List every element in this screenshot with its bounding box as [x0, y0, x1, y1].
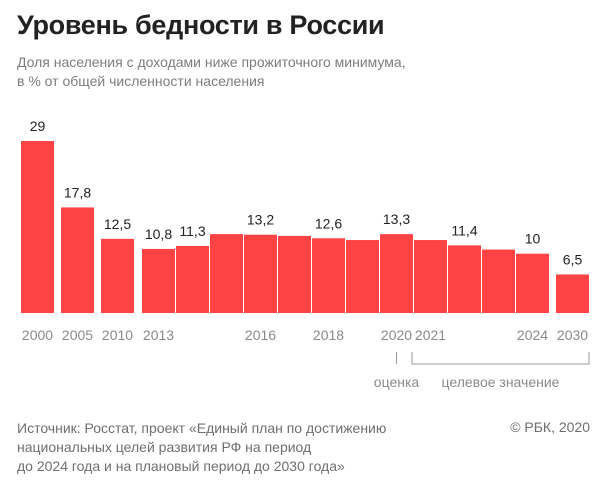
- chart-subtitle: Доля населения с доходами ниже прожиточн…: [17, 53, 406, 91]
- copyright: © РБК, 2020: [510, 419, 590, 435]
- value-label: 13,2: [247, 212, 274, 228]
- source-note: Источник: Росстат, проект «Единый план п…: [17, 419, 386, 476]
- bar: [210, 234, 243, 313]
- bar: [312, 238, 345, 313]
- bar: [176, 245, 209, 313]
- x-tick-label: 2024: [517, 327, 548, 343]
- value-label: 17,8: [64, 184, 91, 200]
- value-label: 11,3: [179, 223, 205, 239]
- x-tick-label: 2016: [245, 327, 276, 343]
- value-label: 29: [30, 118, 46, 134]
- x-tick-label: 2000: [22, 327, 53, 343]
- bar: [448, 245, 481, 313]
- bar: [21, 141, 54, 313]
- bar: [61, 207, 94, 313]
- target-label: целевое значение: [442, 374, 560, 390]
- x-tick-label: 2013: [143, 327, 174, 343]
- bar: [244, 234, 277, 313]
- source-line: до 2024 года и на плановый период до 203…: [17, 458, 345, 474]
- bar: [556, 274, 589, 313]
- bar: [414, 240, 447, 313]
- bar: [516, 253, 549, 313]
- bar: [278, 235, 311, 313]
- source-line: национальных целей развития РФ на период: [17, 439, 312, 455]
- value-label: 10,8: [145, 226, 172, 242]
- bar: [101, 238, 134, 313]
- value-label: 11,4: [451, 222, 477, 238]
- subtitle-line: в % от общей численности населения: [17, 73, 265, 89]
- bar-chart: 29 2000 17,8 2005 12,5 2010 10,8 2013 11,3 13,2 20…: [21, 118, 590, 390]
- bar: [142, 248, 175, 313]
- value-label: 12,5: [104, 216, 131, 232]
- estimate-label: оценка: [374, 374, 420, 390]
- x-tick-label: 2005: [62, 327, 93, 343]
- value-label: 13,3: [383, 211, 410, 227]
- bar: [482, 249, 515, 313]
- bar: [380, 234, 413, 313]
- subtitle-line: Доля населения с доходами ниже прожиточн…: [17, 54, 406, 70]
- x-tick-label: 2020: [381, 327, 412, 343]
- value-label: 6,5: [563, 251, 583, 267]
- x-tick-label: 2010: [102, 327, 133, 343]
- bar: [346, 240, 379, 313]
- value-label: 12,6: [315, 215, 342, 231]
- x-tick-label: 2018: [313, 327, 344, 343]
- target-bracket: [411, 352, 590, 365]
- x-tick-label: 2030: [557, 327, 588, 343]
- x-tick-label: 2021: [415, 327, 446, 343]
- chart-title: Уровень бедности в России: [17, 10, 385, 40]
- source-line: Источник: Росстат, проект «Единый план п…: [17, 420, 387, 436]
- value-label: 10: [525, 231, 541, 247]
